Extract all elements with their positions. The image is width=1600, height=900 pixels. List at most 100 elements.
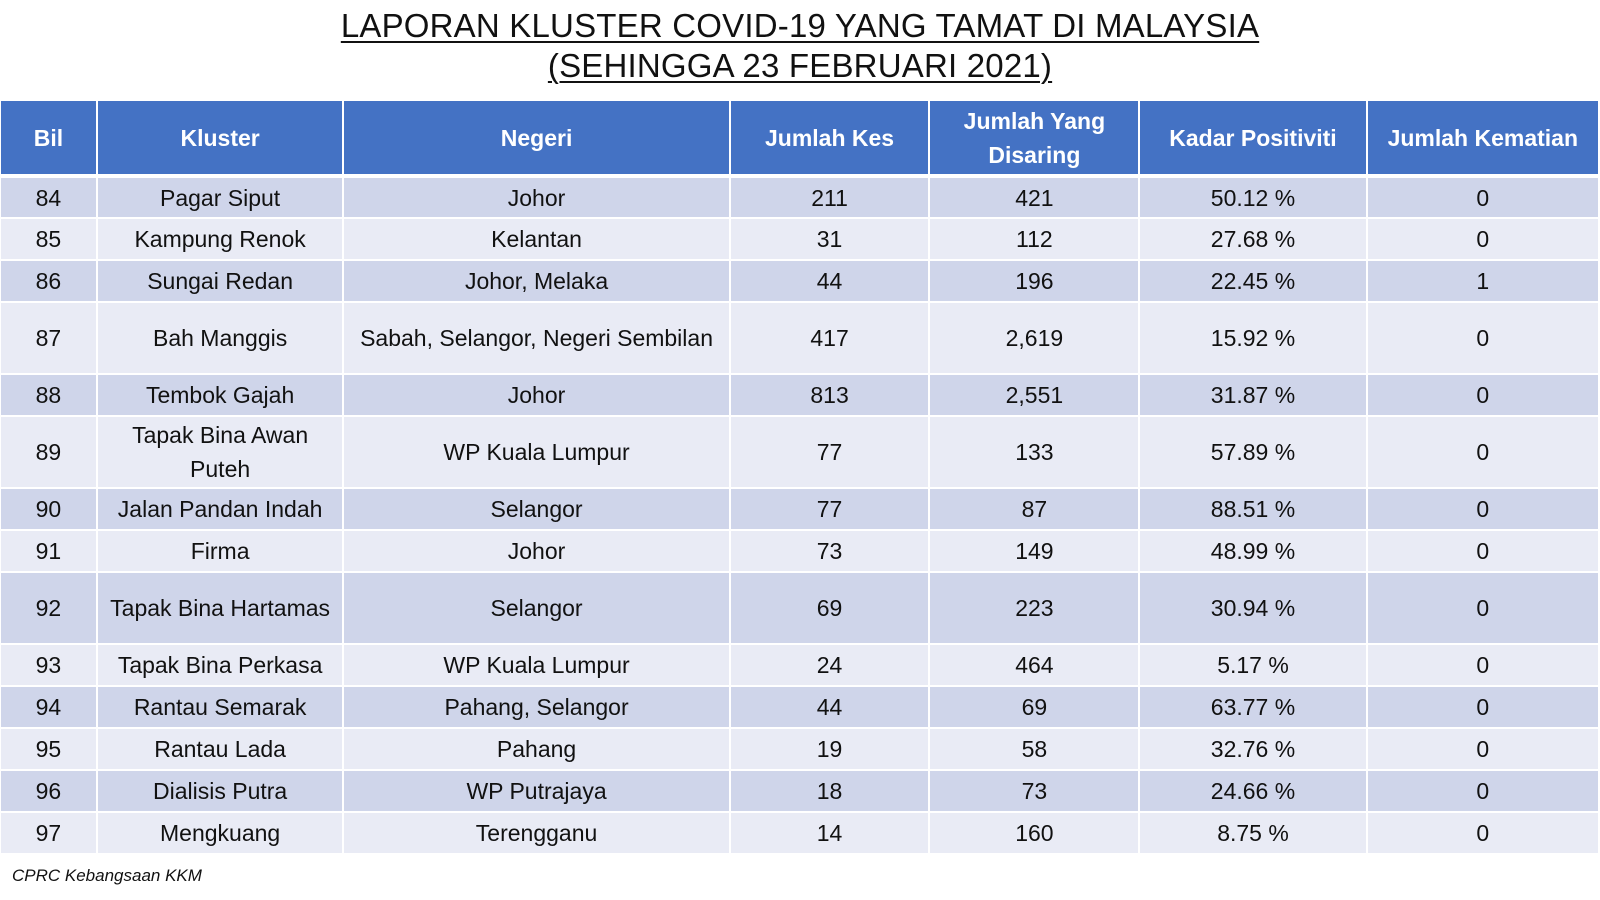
cell-negeri: WP Kuala Lumpur [343, 416, 731, 489]
cell-negeri: Johor [343, 176, 731, 219]
header-kluster: Kluster [96, 101, 345, 178]
cell-bil: 90 [1, 488, 98, 531]
header-negeri: Negeri [343, 101, 731, 178]
cell-bil: 89 [1, 416, 98, 489]
table-header-row: Bil Kluster Negeri Jumlah Kes Jumlah Yan… [1, 101, 1598, 178]
cell-jumlah-disaring: 2,619 [929, 302, 1141, 375]
cell-jumlah-disaring: 196 [929, 260, 1141, 303]
cell-kadar-positiviti: 27.68 % [1139, 218, 1368, 261]
cell-kluster: Firma [96, 530, 345, 573]
cell-jumlah-kes: 813 [729, 374, 931, 417]
cell-negeri: Kelantan [343, 218, 731, 261]
cell-kadar-positiviti: 57.89 % [1139, 416, 1368, 489]
table-row: 95 Rantau Lada Pahang 19 58 32.76 % 0 [1, 728, 1598, 771]
cell-jumlah-kes: 211 [729, 176, 931, 219]
cell-kadar-positiviti: 30.94 % [1139, 572, 1368, 645]
header-bil: Bil [1, 101, 98, 178]
cell-jumlah-kes: 31 [729, 218, 931, 261]
cell-jumlah-disaring: 73 [929, 770, 1141, 813]
cell-negeri: Selangor [343, 572, 731, 645]
cell-kluster: Tembok Gajah [96, 374, 345, 417]
cell-jumlah-kes: 24 [729, 644, 931, 687]
cell-jumlah-kematian: 0 [1366, 488, 1598, 531]
cell-bil: 84 [1, 176, 98, 219]
cell-kadar-positiviti: 31.87 % [1139, 374, 1368, 417]
cell-jumlah-kematian: 0 [1366, 218, 1598, 261]
cell-kadar-positiviti: 50.12 % [1139, 176, 1368, 219]
cell-jumlah-kematian: 1 [1366, 260, 1598, 303]
table-row: 84 Pagar Siput Johor 211 421 50.12 % 0 [1, 176, 1598, 219]
header-kadar-positiviti: Kadar Positiviti [1139, 101, 1368, 178]
cluster-table: Bil Kluster Negeri Jumlah Kes Jumlah Yan… [1, 101, 1598, 855]
cell-jumlah-disaring: 149 [929, 530, 1141, 573]
cell-negeri: Johor [343, 530, 731, 573]
cell-jumlah-kematian: 0 [1366, 416, 1598, 489]
cell-bil: 86 [1, 260, 98, 303]
cell-kadar-positiviti: 88.51 % [1139, 488, 1368, 531]
cell-jumlah-kematian: 0 [1366, 686, 1598, 729]
title-line-1: LAPORAN KLUSTER COVID-19 YANG TAMAT DI M… [340, 7, 1260, 44]
table-row: 91 Firma Johor 73 149 48.99 % 0 [1, 530, 1598, 573]
table-row: 87 Bah Manggis Sabah, Selangor, Negeri S… [1, 302, 1598, 375]
cell-jumlah-kes: 44 [729, 260, 931, 303]
cell-jumlah-disaring: 69 [929, 686, 1141, 729]
cell-bil: 94 [1, 686, 98, 729]
cell-kadar-positiviti: 63.77 % [1139, 686, 1368, 729]
header-jumlah-kes: Jumlah Kes [729, 101, 931, 178]
cell-negeri: Johor [343, 374, 731, 417]
header-jumlah-disaring: Jumlah Yang Disaring [929, 101, 1141, 178]
cell-kluster: Bah Manggis [96, 302, 345, 375]
cell-negeri: Johor, Melaka [343, 260, 731, 303]
cell-kluster: Sungai Redan [96, 260, 345, 303]
table-row: 96 Dialisis Putra WP Putrajaya 18 73 24.… [1, 770, 1598, 813]
cell-kluster: Kampung Renok [96, 218, 345, 261]
cell-jumlah-kes: 19 [729, 728, 931, 771]
cell-bil: 87 [1, 302, 98, 375]
cell-kluster: Rantau Semarak [96, 686, 345, 729]
cell-jumlah-kes: 77 [729, 416, 931, 489]
report-title: LAPORAN KLUSTER COVID-19 YANG TAMAT DI M… [0, 6, 1600, 86]
cell-jumlah-disaring: 421 [929, 176, 1141, 219]
cell-jumlah-kes: 44 [729, 686, 931, 729]
table-row: 97 Mengkuang Terengganu 14 160 8.75 % 0 [1, 812, 1598, 855]
table-row: 89 Tapak Bina Awan Puteh WP Kuala Lumpur… [1, 416, 1598, 489]
cell-bil: 95 [1, 728, 98, 771]
cell-bil: 91 [1, 530, 98, 573]
cell-jumlah-kematian: 0 [1366, 572, 1598, 645]
cell-jumlah-kes: 14 [729, 812, 931, 855]
cell-jumlah-kematian: 0 [1366, 374, 1598, 417]
cell-kluster: Pagar Siput [96, 176, 345, 219]
cell-jumlah-kematian: 0 [1366, 176, 1598, 219]
cell-jumlah-kes: 417 [729, 302, 931, 375]
cell-negeri: Pahang [343, 728, 731, 771]
cell-jumlah-disaring: 223 [929, 572, 1141, 645]
cell-bil: 88 [1, 374, 98, 417]
cell-kadar-positiviti: 15.92 % [1139, 302, 1368, 375]
cell-jumlah-kes: 18 [729, 770, 931, 813]
table-row: 94 Rantau Semarak Pahang, Selangor 44 69… [1, 686, 1598, 729]
cell-bil: 97 [1, 812, 98, 855]
cell-kluster: Jalan Pandan Indah [96, 488, 345, 531]
table-row: 88 Tembok Gajah Johor 813 2,551 31.87 % … [1, 374, 1598, 417]
cell-bil: 93 [1, 644, 98, 687]
cell-bil: 85 [1, 218, 98, 261]
cell-jumlah-kematian: 0 [1366, 770, 1598, 813]
table-row: 92 Tapak Bina Hartamas Selangor 69 223 3… [1, 572, 1598, 645]
cell-kadar-positiviti: 32.76 % [1139, 728, 1368, 771]
table-row: 86 Sungai Redan Johor, Melaka 44 196 22.… [1, 260, 1598, 303]
cell-kluster: Tapak Bina Perkasa [96, 644, 345, 687]
cell-negeri: WP Kuala Lumpur [343, 644, 731, 687]
cell-jumlah-disaring: 87 [929, 488, 1141, 531]
cell-negeri: Sabah, Selangor, Negeri Sembilan [343, 302, 731, 375]
cell-jumlah-disaring: 112 [929, 218, 1141, 261]
cell-negeri: Pahang, Selangor [343, 686, 731, 729]
cell-jumlah-disaring: 160 [929, 812, 1141, 855]
cell-kadar-positiviti: 24.66 % [1139, 770, 1368, 813]
cell-jumlah-disaring: 2,551 [929, 374, 1141, 417]
cell-jumlah-kematian: 0 [1366, 302, 1598, 375]
cell-kluster: Dialisis Putra [96, 770, 345, 813]
table-row: 90 Jalan Pandan Indah Selangor 77 87 88.… [1, 488, 1598, 531]
cell-jumlah-disaring: 464 [929, 644, 1141, 687]
title-line-2: (SEHINGGA 23 FEBRUARI 2021) [547, 47, 1053, 84]
cell-negeri: Selangor [343, 488, 731, 531]
